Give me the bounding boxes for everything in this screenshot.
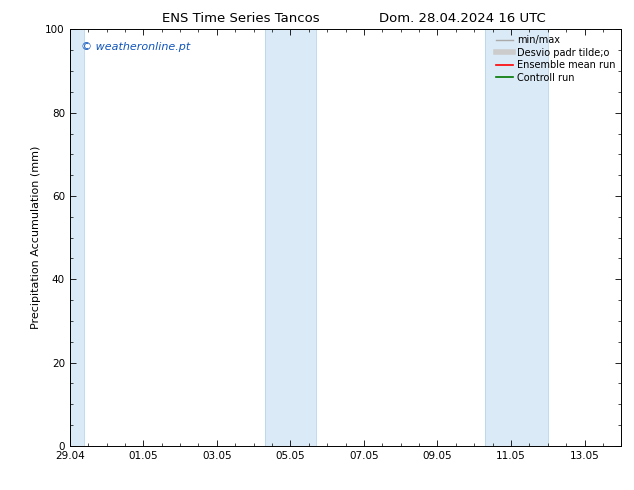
Text: © weatheronline.pt: © weatheronline.pt — [81, 42, 190, 52]
Legend: min/max, Desvio padr tilde;o, Ensemble mean run, Controll run: min/max, Desvio padr tilde;o, Ensemble m… — [492, 31, 619, 86]
Text: ENS Time Series Tancos: ENS Time Series Tancos — [162, 12, 320, 25]
Y-axis label: Precipitation Accumulation (mm): Precipitation Accumulation (mm) — [31, 146, 41, 329]
Bar — [264, 29, 316, 446]
Bar — [70, 29, 84, 446]
Bar — [485, 29, 548, 446]
Text: Dom. 28.04.2024 16 UTC: Dom. 28.04.2024 16 UTC — [379, 12, 547, 25]
